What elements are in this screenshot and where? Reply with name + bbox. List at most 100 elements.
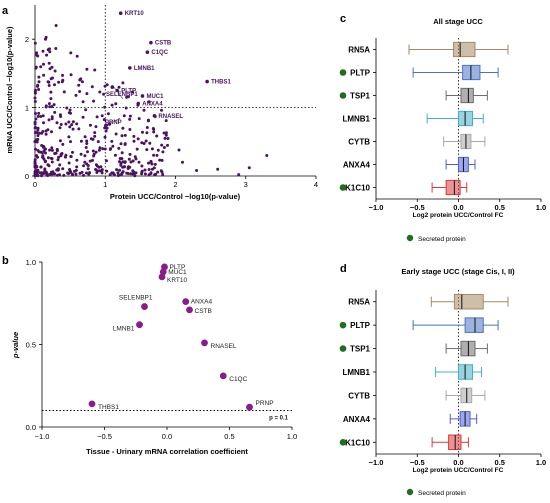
panel-a-point (70, 123, 74, 127)
panel-a-point (128, 117, 132, 121)
panel-a-point (113, 153, 117, 157)
panel-a-point (152, 166, 156, 170)
panel-a-point (48, 148, 52, 152)
panel-a-point (67, 120, 71, 124)
panel-a-x-tick-label: 4 (314, 180, 318, 189)
panel-a-point (70, 172, 74, 176)
panel-a-point (34, 65, 38, 69)
panel-b-point-label: CSTB (195, 308, 212, 315)
panel-a-point (39, 150, 43, 154)
panel-a-point (98, 90, 102, 94)
panel-a-point (98, 146, 102, 150)
panel-a-point (164, 133, 168, 137)
panel-a-point (155, 153, 159, 157)
panel-d-category-label: RN5A (348, 298, 370, 307)
panel-a-point (156, 170, 160, 174)
panel-b-point (219, 372, 227, 380)
panel-a-point (142, 142, 146, 145)
panel-d-x-tick-label: 1.0 (536, 458, 546, 467)
panel-a-point (58, 139, 62, 143)
panel-a-point (66, 171, 70, 175)
panel-a-point (53, 110, 57, 114)
panel-a-point (57, 80, 61, 84)
panel-a-point (125, 171, 129, 175)
panel-a-point (154, 172, 158, 176)
panel-a-point (75, 158, 79, 162)
panel-a-point (103, 126, 107, 130)
panel-a-point (67, 161, 71, 165)
panel-a-point (181, 160, 184, 164)
panel-a-y-tick-label: 2 (25, 35, 29, 44)
panel-c-boxplot: All stage UCC RN5A PLTP TSP1 LMNB1 CYTB ANXA4… (339, 17, 546, 243)
panel-a-point (39, 115, 43, 118)
panel-a-point (106, 112, 110, 116)
panel-a-point (144, 139, 148, 143)
panel-a-point (43, 160, 47, 164)
panel-a-point (35, 165, 39, 169)
panel-a-point (64, 153, 68, 157)
panel-a-point (160, 108, 163, 112)
panel-a-point (56, 173, 59, 177)
panel-a-point (128, 128, 132, 131)
panel-c-box (453, 41, 476, 58)
panel-b-x-tick-label: −0.5 (97, 432, 112, 441)
panel-a-point (118, 168, 122, 172)
panel-a-annotation-arrow (111, 117, 121, 124)
panel-a-point (110, 139, 114, 143)
panel-d-title: Early stage UCC (stage Cis, I, II) (401, 267, 515, 276)
panel-a-point (75, 122, 79, 126)
panel-a-scatter: 0 1 2 3 4 0 1 2 KRT10 SELENBP1 CSTB C1QC LMNB1 THBS… (5, 5, 318, 201)
panel-a-point (53, 83, 56, 87)
panel-a-labeled-point (107, 122, 112, 126)
panel-c-x-tick-label: 0.5 (495, 203, 505, 212)
panel-a-point (44, 151, 47, 155)
panel-a-point (110, 171, 114, 175)
panel-a-point (102, 118, 106, 122)
panel-a-point (86, 150, 89, 154)
panel-a-point (53, 69, 57, 73)
panel-a-point (46, 128, 50, 132)
panel-a-point (140, 141, 144, 145)
panel-b-point-label: ANXA4 (191, 299, 213, 306)
panel-a-point (124, 106, 128, 110)
panel-a-point (94, 125, 98, 129)
panel-a-point (95, 115, 99, 119)
panel-a-point (34, 168, 38, 172)
panel-b-point (136, 321, 143, 329)
panel-a-point (77, 127, 81, 131)
panel-c-x-tick-label: 1.0 (536, 203, 546, 212)
panel-a-point (141, 130, 144, 134)
panel-a-point (34, 88, 37, 92)
panel-b-y-label: p-value (11, 332, 20, 359)
panel-a-point (79, 139, 83, 143)
panel-a-x-label: Protein UCC/Control −log10(p-value) (110, 192, 241, 201)
panel-c-x-tick-label: −0.5 (410, 203, 425, 212)
panel-a-point (119, 142, 123, 146)
panel-a-point (50, 117, 54, 121)
panel-a-y-tick-label: 1 (25, 104, 29, 113)
panel-a-point (88, 171, 92, 175)
panel-a-point (33, 41, 37, 45)
panel-a-point (40, 174, 43, 178)
panel-d-boxplot: Early stage UCC (stage Cis, I, II) RN5A P… (339, 267, 546, 497)
panel-d-x-tick-label: 0.5 (495, 458, 505, 467)
panel-a-point (81, 115, 85, 119)
panel-d-category-label: CYTB (348, 391, 370, 400)
panel-a-point (89, 137, 93, 141)
panel-a-point (166, 143, 169, 147)
panel-a-point (69, 140, 72, 144)
panel-a-point (42, 145, 46, 149)
panel-b-scatter: −1.0 −0.5 0.0 0.5 1.0 0.0 0.5 1.0 p = 0.1 PLTP… (11, 258, 297, 456)
panel-a-point (88, 159, 92, 163)
panel-a-point (33, 158, 37, 162)
panel-b-point (141, 303, 148, 310)
panel-a-point (55, 168, 59, 172)
panel-a-point (39, 165, 43, 169)
panel-a-point (136, 137, 140, 141)
panel-a-point-label: MUC1 (146, 94, 164, 100)
panel-b-x-tick-label: −1.0 (35, 432, 50, 441)
panel-a-point (68, 108, 72, 112)
panel-a-point (34, 117, 38, 121)
panel-a-point (140, 172, 144, 176)
panel-b-point (158, 273, 166, 281)
